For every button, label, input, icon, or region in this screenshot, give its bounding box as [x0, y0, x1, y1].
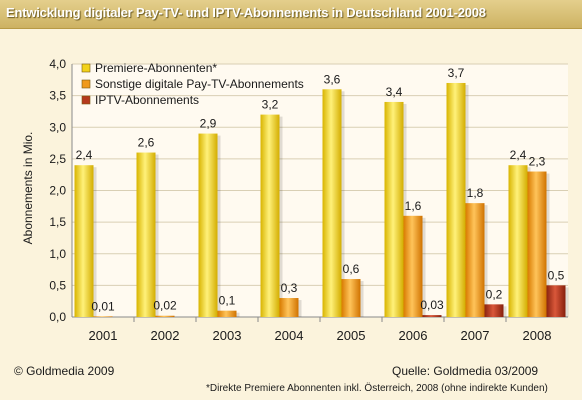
data-label: 2,6	[138, 136, 155, 150]
data-label: 2,4	[76, 148, 93, 162]
legend-label: Premiere-Abonnenten*	[95, 61, 217, 75]
data-label: 1,8	[467, 186, 484, 200]
bar	[546, 285, 566, 317]
y-axis-label: Abonnements in Mio.	[21, 132, 35, 245]
data-label: 0,02	[153, 299, 177, 313]
bar	[217, 310, 237, 317]
data-label: 3,4	[386, 85, 403, 99]
data-label: 1,6	[405, 199, 422, 213]
y-tick-label: 2,5	[49, 152, 66, 166]
data-label: 2,9	[200, 117, 217, 131]
y-tick-label: 1,0	[49, 247, 66, 261]
data-label: 0,01	[91, 299, 115, 313]
bar	[322, 89, 342, 317]
bar	[155, 315, 175, 317]
data-label: 2,4	[510, 148, 527, 162]
legend-swatch	[81, 95, 91, 105]
legend-label: IPTV-Abonnements	[95, 93, 199, 107]
bar	[403, 215, 423, 317]
y-tick-label: 0,0	[49, 310, 66, 324]
bar	[384, 101, 404, 317]
bar	[74, 165, 94, 317]
bar	[527, 171, 547, 317]
legend-swatch	[81, 79, 91, 89]
bar	[136, 152, 156, 317]
x-tick-label: 2007	[461, 328, 490, 343]
bars	[74, 82, 569, 317]
y-tick-label: 1,5	[49, 215, 66, 229]
bar	[422, 315, 442, 317]
y-tick-label: 3,0	[49, 120, 66, 134]
bar	[465, 203, 485, 317]
y-tick-label: 2,0	[49, 184, 66, 198]
x-tick-label: 2002	[151, 328, 180, 343]
data-label: 0,03	[420, 298, 444, 312]
data-label: 3,2	[262, 98, 279, 112]
legend-label: Sonstige digitale Pay-TV-Abonnements	[95, 77, 304, 91]
x-tick-label: 2003	[213, 328, 242, 343]
bar	[198, 133, 218, 317]
source-text: Quelle: Goldmedia 03/2009	[392, 364, 539, 378]
x-tick-label: 2006	[399, 328, 428, 343]
chart-title: Entwicklung digitaler Pay-TV- und IPTV-A…	[6, 5, 486, 20]
bar	[93, 316, 113, 317]
bar	[260, 114, 280, 317]
data-label: 3,6	[324, 72, 341, 86]
bar	[279, 298, 299, 317]
data-label: 0,2	[486, 287, 503, 301]
x-tick-label: 2004	[275, 328, 304, 343]
bar	[508, 165, 528, 317]
x-tick-label: 2001	[89, 328, 118, 343]
title-bar: Entwicklung digitaler Pay-TV- und IPTV-A…	[0, 0, 582, 29]
data-label: 0,3	[281, 281, 298, 295]
bar	[446, 82, 466, 317]
data-label: 0,6	[343, 262, 360, 276]
y-tick-label: 0,5	[49, 278, 66, 292]
x-tick-label: 2008	[523, 328, 552, 343]
x-tick-label: 2005	[337, 328, 366, 343]
bar	[341, 279, 361, 317]
bar-chart: 0,0 0,5 1,0 1,5 2,0 2,5 3,0 3,5 4,0 2001 2002 2003 2…	[21, 57, 569, 343]
data-label: 3,7	[448, 66, 465, 80]
copyright-text: © Goldmedia 2009	[14, 364, 115, 378]
data-label: 0,5	[548, 268, 565, 282]
legend-swatch	[81, 63, 91, 73]
y-tick-label: 4,0	[49, 57, 66, 71]
data-labels: 2,4 0,01 2,6 0,02 2,9 0,1 3,2 0,3 3,6 0,6 3,4 1,6 0,…	[76, 66, 565, 313]
footnote-text: *Direkte Premiere Abonnenten inkl. Öster…	[206, 383, 548, 394]
y-tick-label: 3,5	[49, 89, 66, 103]
data-label: 2,3	[529, 155, 546, 169]
legend: Premiere-Abonnenten* Sonstige digitale Pa…	[81, 61, 304, 107]
bar	[484, 304, 504, 317]
data-label: 0,1	[219, 294, 236, 308]
